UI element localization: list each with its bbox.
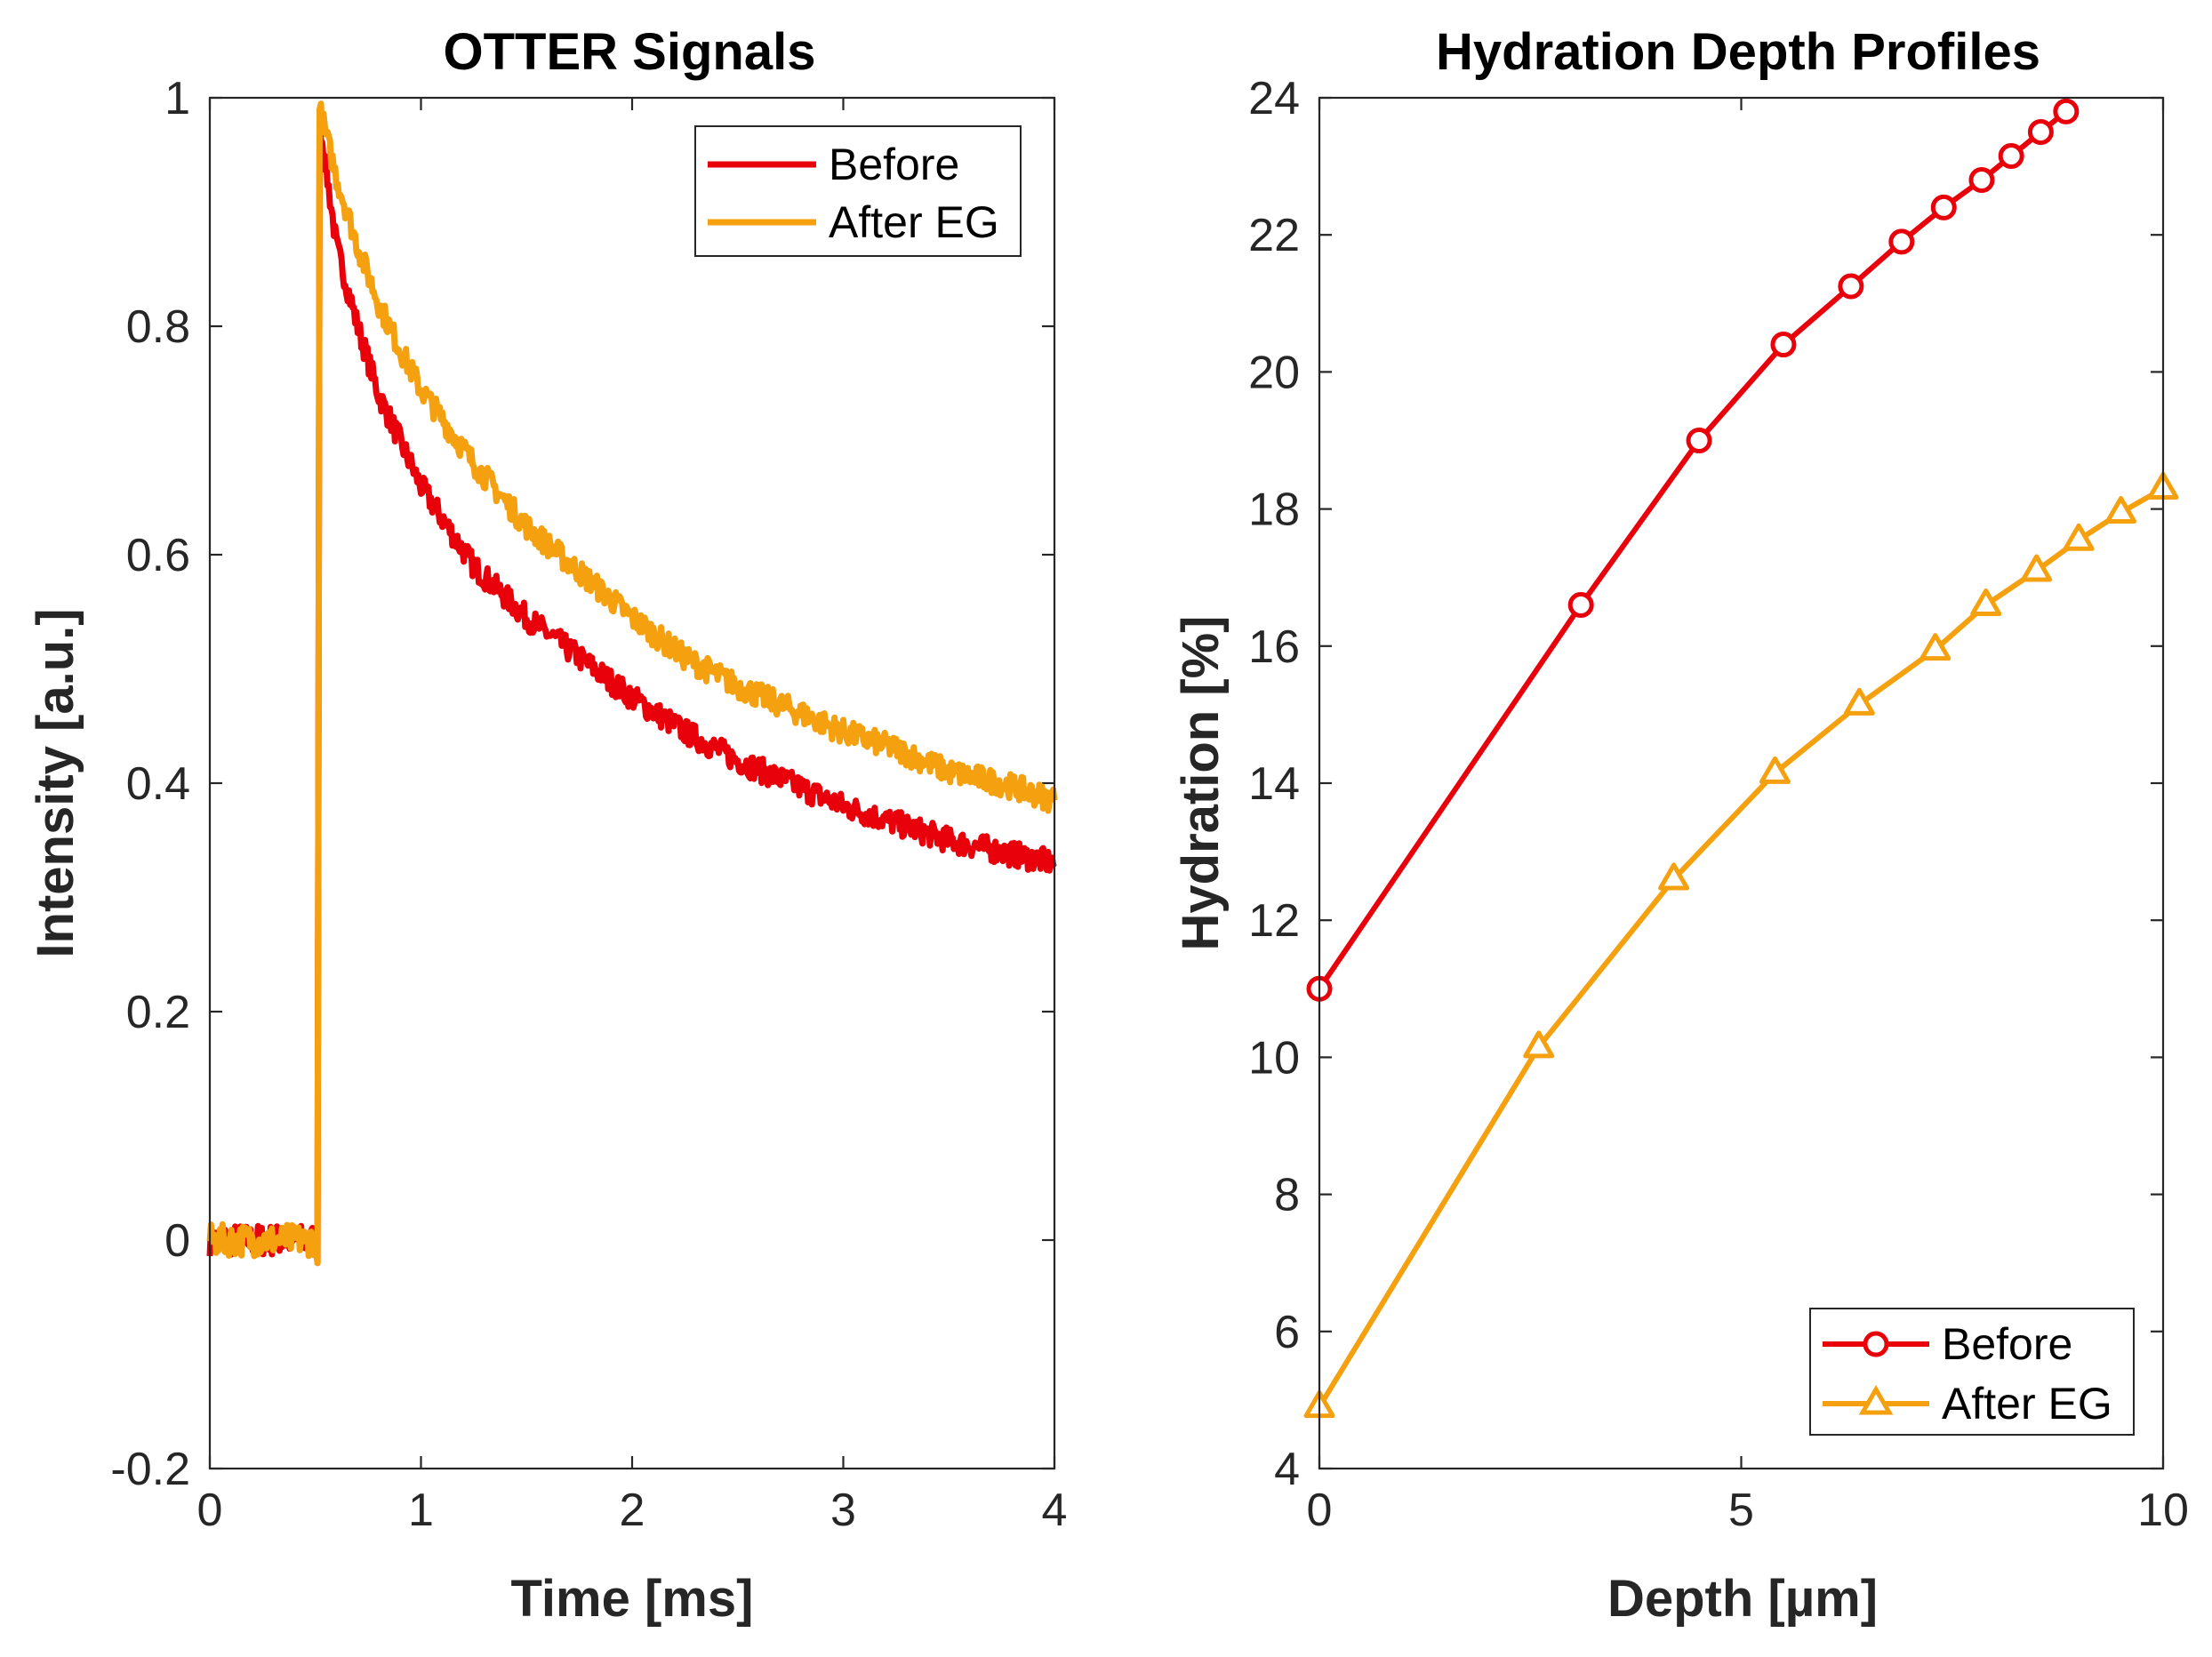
otter-signals-panel: OTTER Signals 0 1 2 3 4-0.200.20.40.60.81 Ti… [27, 23, 1067, 1628]
hydration-y-tick-label: 14 [1248, 758, 1300, 810]
hydration-y-tick-label: 22 [1248, 210, 1300, 261]
hydration-y-axis-label: Hydration [%] [1172, 616, 1230, 951]
hydration-point-after-eg [1970, 588, 2002, 617]
hydration-point-after-eg [2105, 495, 2137, 524]
hydration-legend-before-marker [1863, 1331, 1889, 1357]
otter-chart-title: OTTER Signals [444, 23, 816, 81]
hydration-point-after-eg [1843, 687, 1875, 716]
otter-y-tick-label: 0 [164, 1215, 190, 1267]
otter-y-tick-label: -0.2 [110, 1444, 190, 1495]
hydration-x-tick-label: 10 [2137, 1485, 2189, 1536]
hydration-point-before [2027, 119, 2054, 146]
otter-y-tick-label: 0.6 [126, 530, 190, 581]
hydration-chart-title: Hydration Depth Profiles [1436, 23, 2040, 81]
hydration-point-after-eg [2021, 554, 2053, 582]
otter-y-tick-label: 0.2 [126, 987, 190, 1038]
hydration-point-after-eg [1759, 756, 1791, 784]
hydration-axes-box [1318, 96, 2165, 1470]
otter-legend-before-label: Before [829, 140, 959, 189]
hydration-point-after-eg [1523, 1030, 1555, 1059]
hydration-legend-after-label: After EG [1942, 1379, 2112, 1429]
otter-x-tick-label: 1 [408, 1485, 434, 1536]
otter-axes-box [208, 96, 1056, 1470]
hydration-point-after-eg [2063, 523, 2095, 551]
otter-y-tick-label: 1 [164, 73, 190, 124]
otter-y-tick-label: 0.8 [126, 301, 190, 353]
hydration-point-after-eg [1658, 862, 1690, 891]
hydration-plot-area [1303, 98, 2179, 1419]
hydration-y-tick-label: 10 [1248, 1032, 1300, 1084]
hydration-point-before [1968, 167, 1995, 194]
otter-y-tick-label: 0.4 [126, 758, 190, 810]
otter-x-tick-label: 4 [1042, 1485, 1068, 1536]
hydration-point-before [2053, 98, 2080, 124]
hydration-legend-after-marker [1858, 1384, 1894, 1415]
otter-legend-after-label: After EG [829, 197, 999, 247]
hydration-axes: 0 5 10 4 6 8 10 12 14 16 18 20 22 24 [1248, 73, 2189, 1536]
otter-series-line-before [206, 117, 1057, 1267]
hydration-y-tick-label: 8 [1274, 1170, 1300, 1221]
otter-x-axis-label: Time [ms] [511, 1570, 754, 1628]
hydration-point-before [1838, 273, 1864, 300]
hydration-point-before [1888, 228, 1915, 255]
hydration-series-line-after-eg [1317, 485, 2165, 1409]
otter-series-line-after-eg [206, 100, 1058, 1267]
hydration-point-before [1686, 428, 1712, 453]
hydration-profiles-panel: Hydration Depth Profiles 0 5 10 4 6 8 10 12 14 16… [1172, 23, 2189, 1628]
hydration-y-tick-label: 24 [1248, 73, 1300, 124]
hydration-y-tick-label: 20 [1248, 347, 1300, 398]
hydration-x-axis-label: Depth [µm] [1607, 1570, 1878, 1628]
otter-legend: Before After EG [694, 125, 1022, 257]
hydration-y-tick-label: 6 [1274, 1307, 1300, 1358]
hydration-y-tick-label: 12 [1248, 895, 1300, 947]
hydration-legend-before-label: Before [1942, 1319, 2072, 1369]
otter-x-tick-label: 3 [830, 1485, 856, 1536]
hydration-x-tick-label: 0 [1307, 1485, 1333, 1536]
otter-x-tick-label: 2 [620, 1485, 645, 1536]
hydration-point-before [1567, 592, 1594, 619]
otter-x-tick-label: 0 [197, 1485, 223, 1536]
hydration-y-tick-label: 18 [1248, 484, 1300, 536]
otter-y-axis-label: Intensity [a.u.] [27, 608, 84, 957]
otter-legend-box [694, 125, 1022, 257]
hydration-point-before [1998, 143, 2024, 170]
otter-axes: 0 1 2 3 4-0.200.20.40.60.81 [110, 73, 1067, 1536]
otter-plot-area [206, 100, 1058, 1267]
hydration-point-before [1930, 194, 1957, 220]
hydration-y-tick-label: 4 [1274, 1444, 1300, 1495]
hydration-legend: Before After EG [1809, 1308, 2135, 1436]
hydration-x-tick-label: 5 [1728, 1485, 1754, 1536]
hydration-point-before [1770, 332, 1797, 358]
hydration-y-tick-label: 16 [1248, 621, 1300, 673]
hydration-point-after-eg [1919, 633, 1952, 661]
